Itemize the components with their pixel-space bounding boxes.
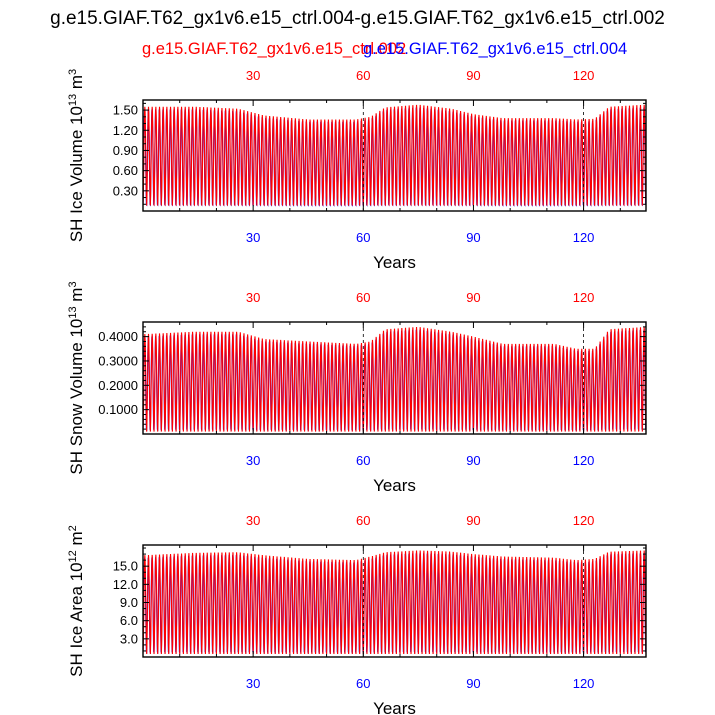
y-tick-label: 9.0 bbox=[120, 595, 138, 610]
y-tick-label: 0.4000 bbox=[98, 329, 138, 344]
y-axis-label: SH Snow Volume 1013 m3 bbox=[67, 281, 86, 474]
x-tick-label-top: 120 bbox=[573, 68, 595, 83]
plot-frame bbox=[142, 321, 647, 435]
x-axis-label: Years bbox=[373, 699, 416, 715]
series-line-ctrl-002 bbox=[143, 326, 646, 432]
y-tick-label: 0.30 bbox=[113, 183, 138, 198]
x-tick-label-bottom: 30 bbox=[246, 230, 260, 245]
y-tick-label: 0.2000 bbox=[98, 378, 138, 393]
y-tick-label: 0.60 bbox=[113, 163, 138, 178]
x-tick-label-top: 60 bbox=[356, 513, 370, 528]
x-tick-label-bottom: 30 bbox=[246, 453, 260, 468]
y-tick-label: 12.0 bbox=[113, 577, 138, 592]
chart-panel-3: 3.0 6.0 9.0 12.0 15.0 30 60 90 120 30 60 90 120 Years… bbox=[67, 513, 647, 715]
x-tick-label-bottom: 90 bbox=[466, 676, 480, 691]
x-tick-label-top: 120 bbox=[573, 513, 595, 528]
plot-frame bbox=[142, 99, 647, 212]
x-tick-label-bottom: 90 bbox=[466, 230, 480, 245]
x-tick-label-top: 90 bbox=[466, 513, 480, 528]
x-tick-label-top: 60 bbox=[356, 290, 370, 305]
y-tick-label: 3.0 bbox=[120, 631, 138, 646]
x-tick-label-bottom: 60 bbox=[356, 453, 370, 468]
x-tick-label-bottom: 30 bbox=[246, 676, 260, 691]
y-tick-label: 0.90 bbox=[113, 143, 138, 158]
x-tick-label-top: 30 bbox=[246, 68, 260, 83]
x-tick-label-top: 90 bbox=[466, 68, 480, 83]
y-axis-label: SH Ice Area 1012 m2 bbox=[67, 525, 86, 677]
x-tick-label-bottom: 60 bbox=[356, 230, 370, 245]
x-tick-label-top: 60 bbox=[356, 68, 370, 83]
chart-panel-1: 0.30 0.60 0.90 1.20 1.50 30 60 90 120 30 60 90 120 Ye… bbox=[67, 68, 647, 272]
x-tick-label-top: 30 bbox=[246, 290, 260, 305]
y-axis-label: SH Ice Volume 1013 m3 bbox=[67, 69, 86, 242]
chart-title: g.e15.GIAF.T62_gx1v6.e15_ctrl.004-g.e15.… bbox=[50, 8, 665, 29]
y-tick-label: 6.0 bbox=[120, 613, 138, 628]
y-tick-label: 0.1000 bbox=[98, 402, 138, 417]
y-tick-label: 15.0 bbox=[113, 559, 138, 574]
y-tick-label: 1.20 bbox=[113, 123, 138, 138]
x-tick-label-bottom: 120 bbox=[573, 453, 595, 468]
legend-series-ctrl-002: g.e15.GIAF.T62_gx1v6.e15_ctrl.002 bbox=[142, 40, 407, 58]
y-tick-label: 1.50 bbox=[113, 103, 138, 118]
y-tick-label: 0.3000 bbox=[98, 353, 138, 368]
x-axis-label: Years bbox=[373, 476, 416, 495]
x-tick-label-top: 30 bbox=[246, 513, 260, 528]
x-tick-label-top: 90 bbox=[466, 290, 480, 305]
x-tick-label-bottom: 60 bbox=[356, 676, 370, 691]
plot-frame bbox=[142, 544, 647, 658]
x-tick-label-top: 120 bbox=[573, 290, 595, 305]
x-tick-label-bottom: 90 bbox=[466, 453, 480, 468]
chart-panel-2: 0.1000 0.2000 0.3000 0.4000 30 60 90 120 30 60 90 1… bbox=[67, 281, 647, 495]
x-axis-label: Years bbox=[373, 253, 416, 272]
x-tick-label-bottom: 120 bbox=[573, 676, 595, 691]
series-line-ctrl-002 bbox=[143, 104, 646, 206]
x-tick-label-bottom: 120 bbox=[573, 230, 595, 245]
legend-series-ctrl-004: g.e15.GIAF.T62_gx1v6.e15_ctrl.004 bbox=[363, 40, 628, 58]
series-line-ctrl-002 bbox=[143, 550, 646, 654]
